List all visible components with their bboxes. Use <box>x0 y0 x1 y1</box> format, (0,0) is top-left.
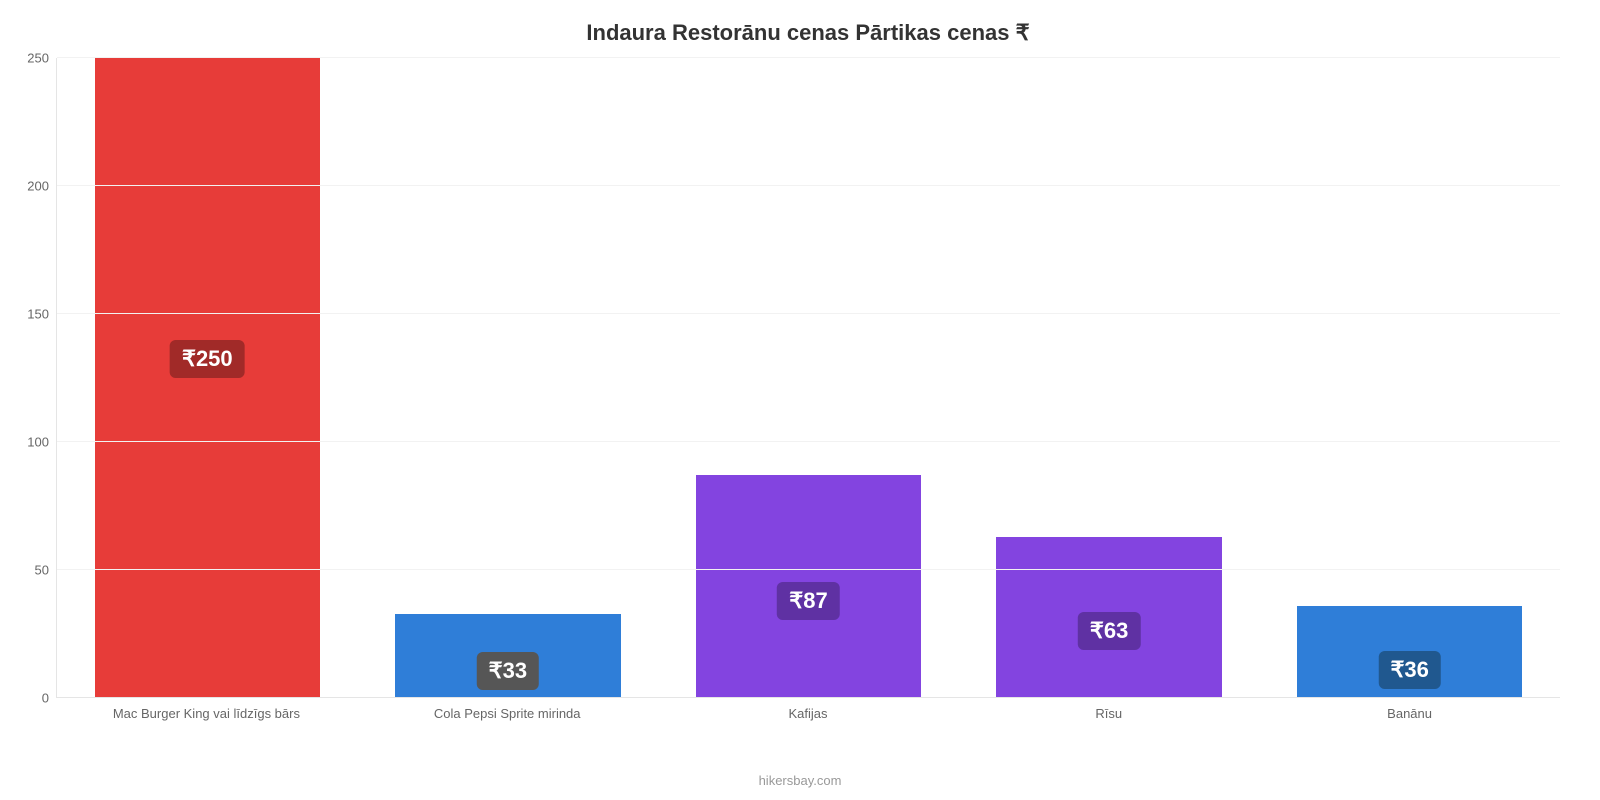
bar-slot: ₹87 <box>658 58 959 698</box>
bar-slot: ₹250 <box>57 58 358 698</box>
gridline <box>57 441 1560 442</box>
chart-title: Indaura Restorānu cenas Pārtikas cenas ₹ <box>56 20 1560 46</box>
value-badge: ₹36 <box>1378 651 1440 689</box>
gridline <box>57 569 1560 570</box>
bar: ₹36 <box>1297 606 1522 698</box>
plot-area: ₹250₹33₹87₹63₹36 050100150200250 <box>56 58 1560 698</box>
bar: ₹33 <box>395 614 620 698</box>
value-badge: ₹87 <box>777 582 839 620</box>
y-tick-label: 150 <box>27 307 57 322</box>
value-badge: ₹33 <box>477 652 539 690</box>
x-tick-label: Banānu <box>1259 706 1560 721</box>
x-tick-label: Cola Pepsi Sprite mirinda <box>357 706 658 721</box>
bar: ₹87 <box>696 475 921 698</box>
y-tick-label: 0 <box>42 691 57 706</box>
bar-slot: ₹36 <box>1259 58 1560 698</box>
chart-footer: hikersbay.com <box>0 773 1600 788</box>
bar: ₹250 <box>95 58 320 698</box>
x-tick-label: Rīsu <box>958 706 1259 721</box>
y-tick-label: 100 <box>27 435 57 450</box>
gridline <box>57 185 1560 186</box>
x-tick-label: Kafijas <box>658 706 959 721</box>
value-badge: ₹63 <box>1078 612 1140 650</box>
y-tick-label: 50 <box>35 563 57 578</box>
bars-container: ₹250 ₹33 ₹87 ₹63 ₹36 <box>57 58 1560 698</box>
y-tick-label: 200 <box>27 179 57 194</box>
y-tick-label: 250 <box>27 51 57 66</box>
gridline <box>57 313 1560 314</box>
gridline <box>57 697 1560 698</box>
bar-slot: ₹33 <box>358 58 659 698</box>
price-bar-chart: Indaura Restorānu cenas Pārtikas cenas ₹… <box>0 0 1600 800</box>
bar-slot: ₹63 <box>959 58 1260 698</box>
bar: ₹63 <box>996 537 1221 698</box>
x-axis-labels: Mac Burger King vai līdzīgs bārsCola Pep… <box>56 706 1560 721</box>
value-badge: ₹250 <box>170 340 245 378</box>
x-tick-label: Mac Burger King vai līdzīgs bārs <box>56 706 357 721</box>
gridline <box>57 57 1560 58</box>
